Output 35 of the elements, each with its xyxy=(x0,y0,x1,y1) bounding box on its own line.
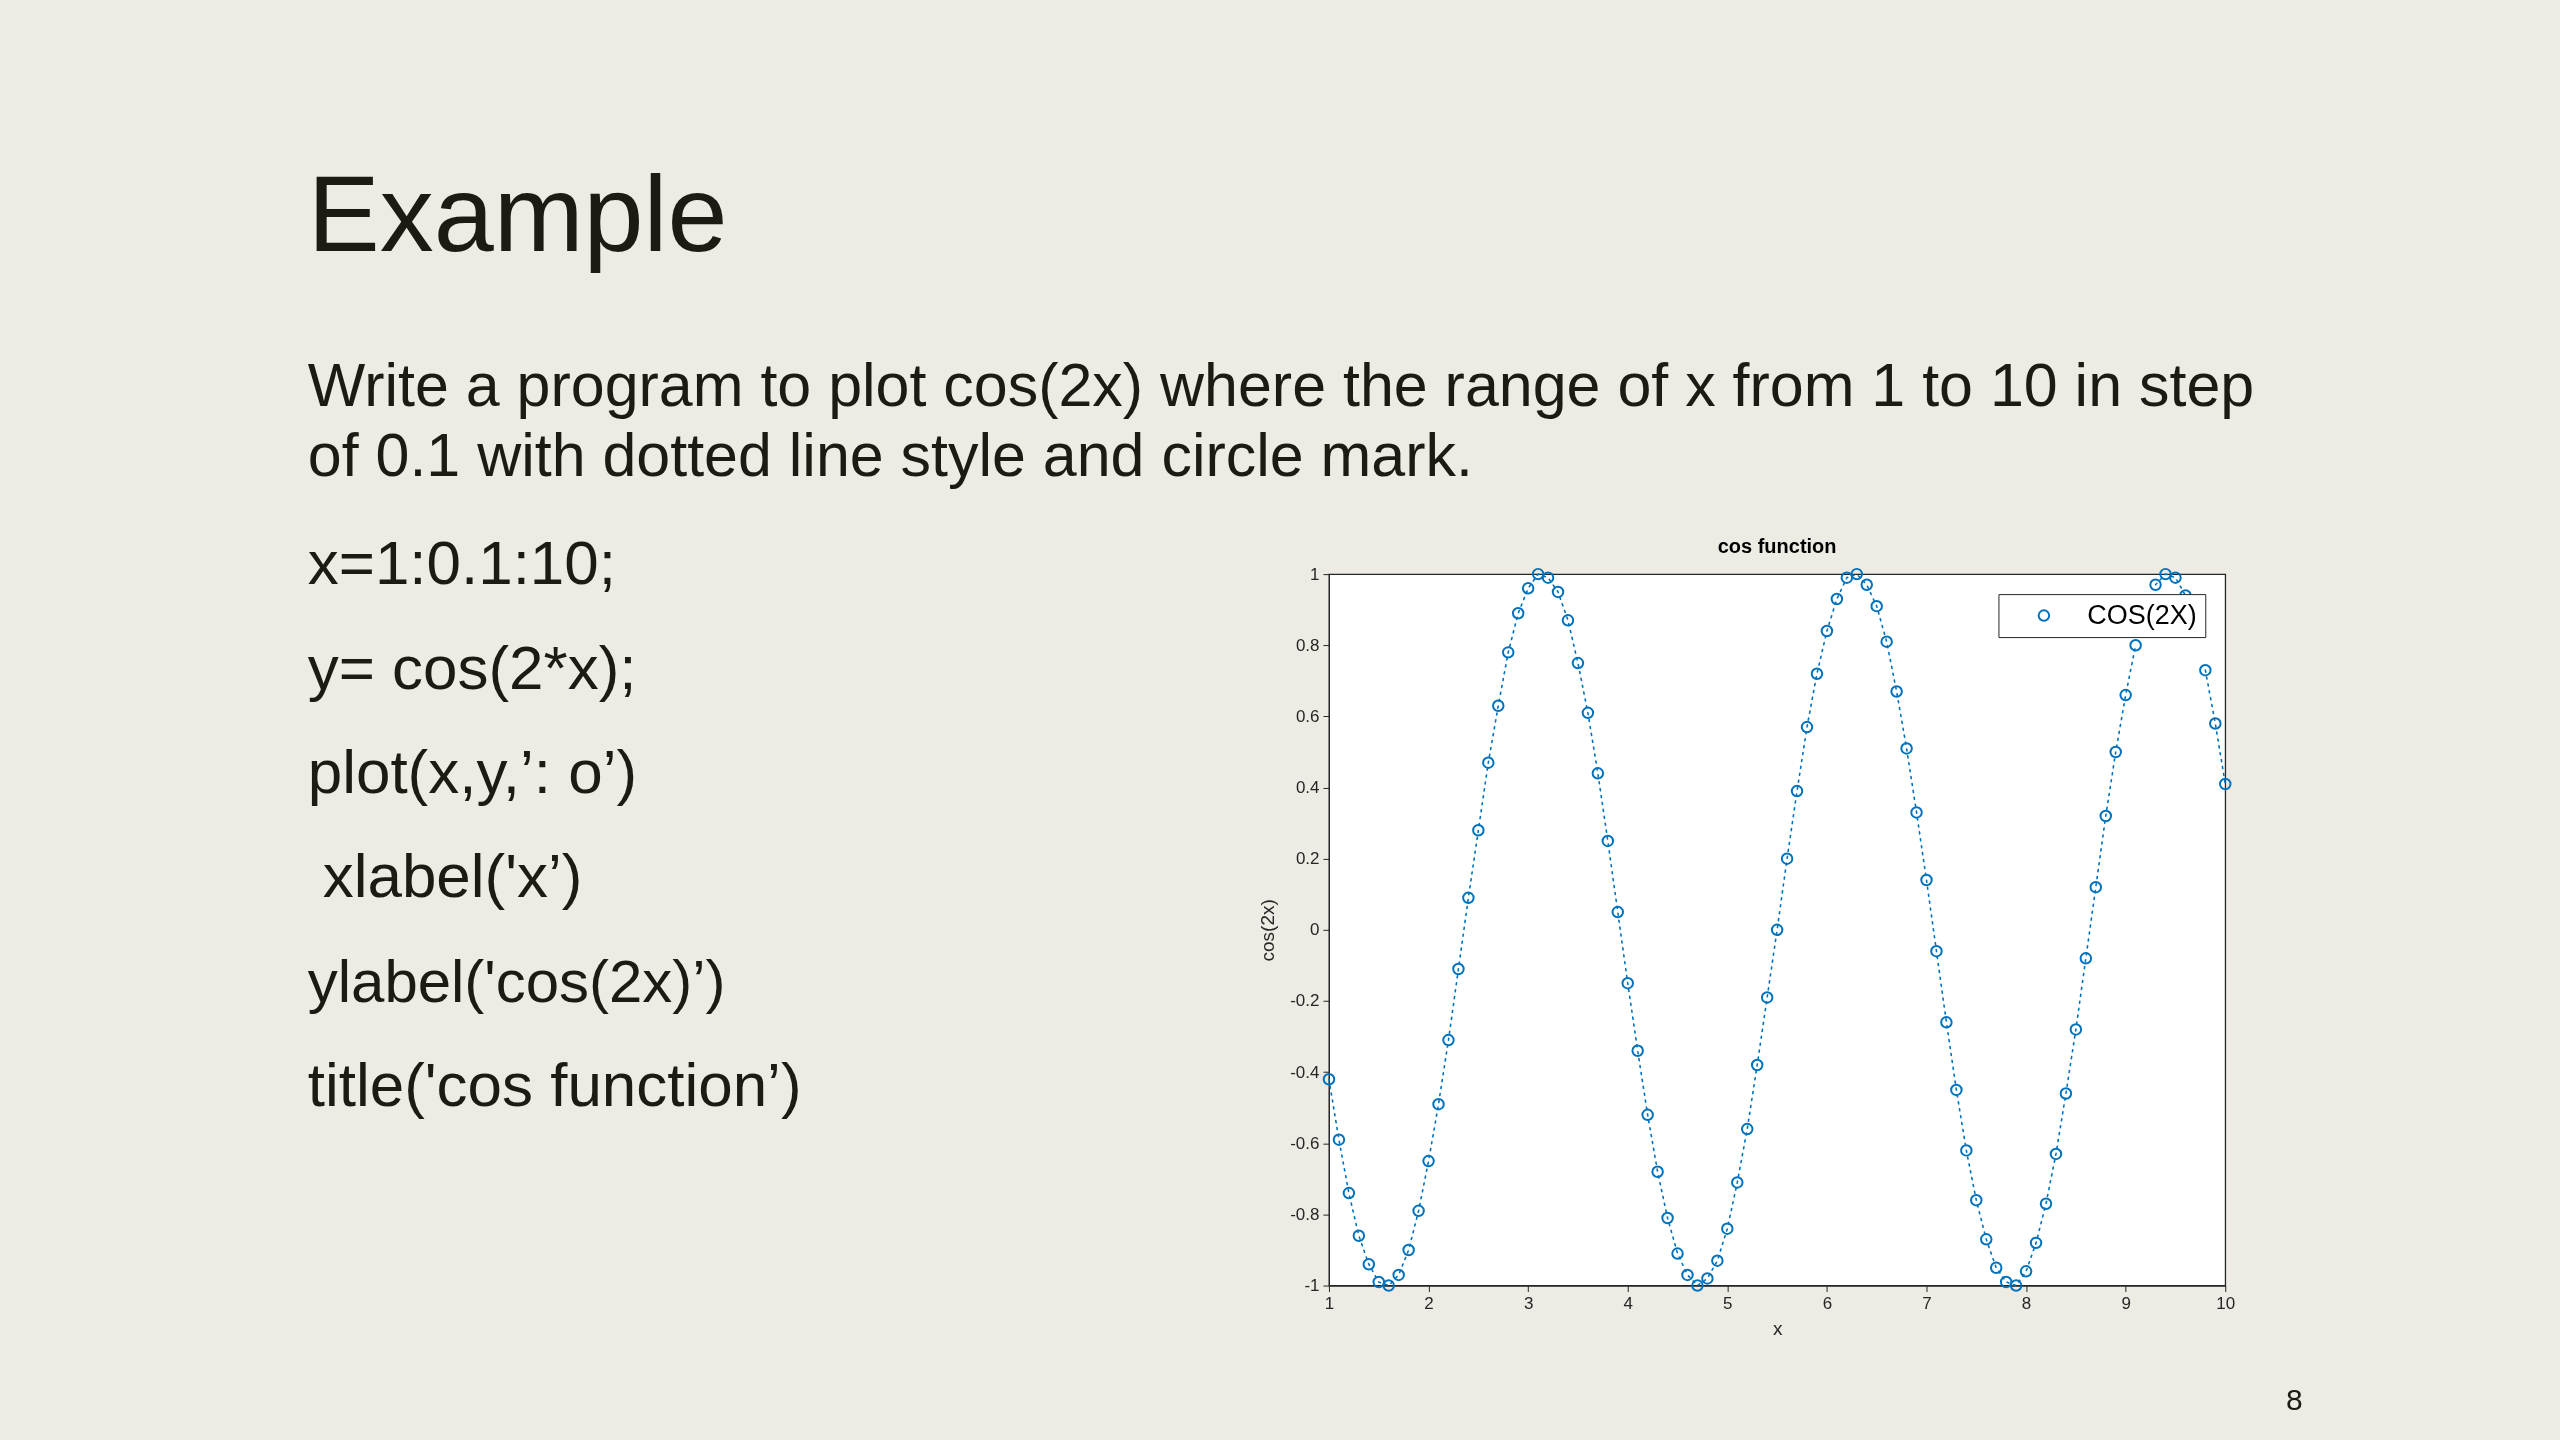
x-tick-label: 7 xyxy=(1922,1294,1932,1314)
x-tick-label: 9 xyxy=(2121,1294,2131,1314)
x-tick-label: 1 xyxy=(1324,1294,1335,1314)
text: x=1:0.1:10; xyxy=(307,528,616,598)
text: of 0.1 with dotted line style and circle mark. xyxy=(307,421,1473,490)
text: Example xyxy=(307,153,728,275)
legend-label: COS(2X) xyxy=(2087,599,2197,630)
x-tick-label: 3 xyxy=(1523,1294,1534,1314)
y-tick-label: -0.8 xyxy=(1290,1204,1320,1224)
x-tick-label: 5 xyxy=(1723,1294,1733,1314)
text: plot(x,y,’: o’) xyxy=(307,736,638,806)
x-tick-label: 6 xyxy=(1822,1294,1833,1314)
y-tick-label: 0.2 xyxy=(1295,849,1320,869)
text: ylabel('cos(2x)’) xyxy=(307,947,726,1015)
x-tick-label: 2 xyxy=(1424,1294,1434,1314)
y-tick-label: -0.2 xyxy=(1290,991,1320,1011)
y-tick-label: 0.4 xyxy=(1295,778,1320,798)
x-tick-label: 8 xyxy=(2021,1294,2032,1314)
chart-title: cos function xyxy=(1717,534,1837,557)
y-tick-label: -1 xyxy=(1304,1276,1320,1296)
y-tick-label: -0.4 xyxy=(1290,1062,1320,1082)
y-tick-label: 0.8 xyxy=(1295,635,1320,655)
y-tick-label: 1 xyxy=(1310,564,1320,584)
x-tick-label: 10 xyxy=(2216,1294,2236,1314)
y-axis-title: cos(2x) xyxy=(1257,899,1279,962)
text: title('cos function’) xyxy=(307,1049,802,1119)
y-tick-label: -0.6 xyxy=(1290,1133,1320,1153)
y-tick-label: 0 xyxy=(1310,920,1320,940)
y-tick-label: 0.6 xyxy=(1295,706,1320,726)
text: 8 xyxy=(2285,1383,2303,1417)
x-tick-label: 4 xyxy=(1623,1294,1633,1314)
x-axis-title: x xyxy=(1772,1318,1783,1340)
text: Write a program to plot cos(2x) where the range of x from 1 to 10 in step xyxy=(307,351,2255,420)
text: y= cos(2*x); xyxy=(307,633,637,703)
text: xlabel('x’) xyxy=(322,840,583,910)
